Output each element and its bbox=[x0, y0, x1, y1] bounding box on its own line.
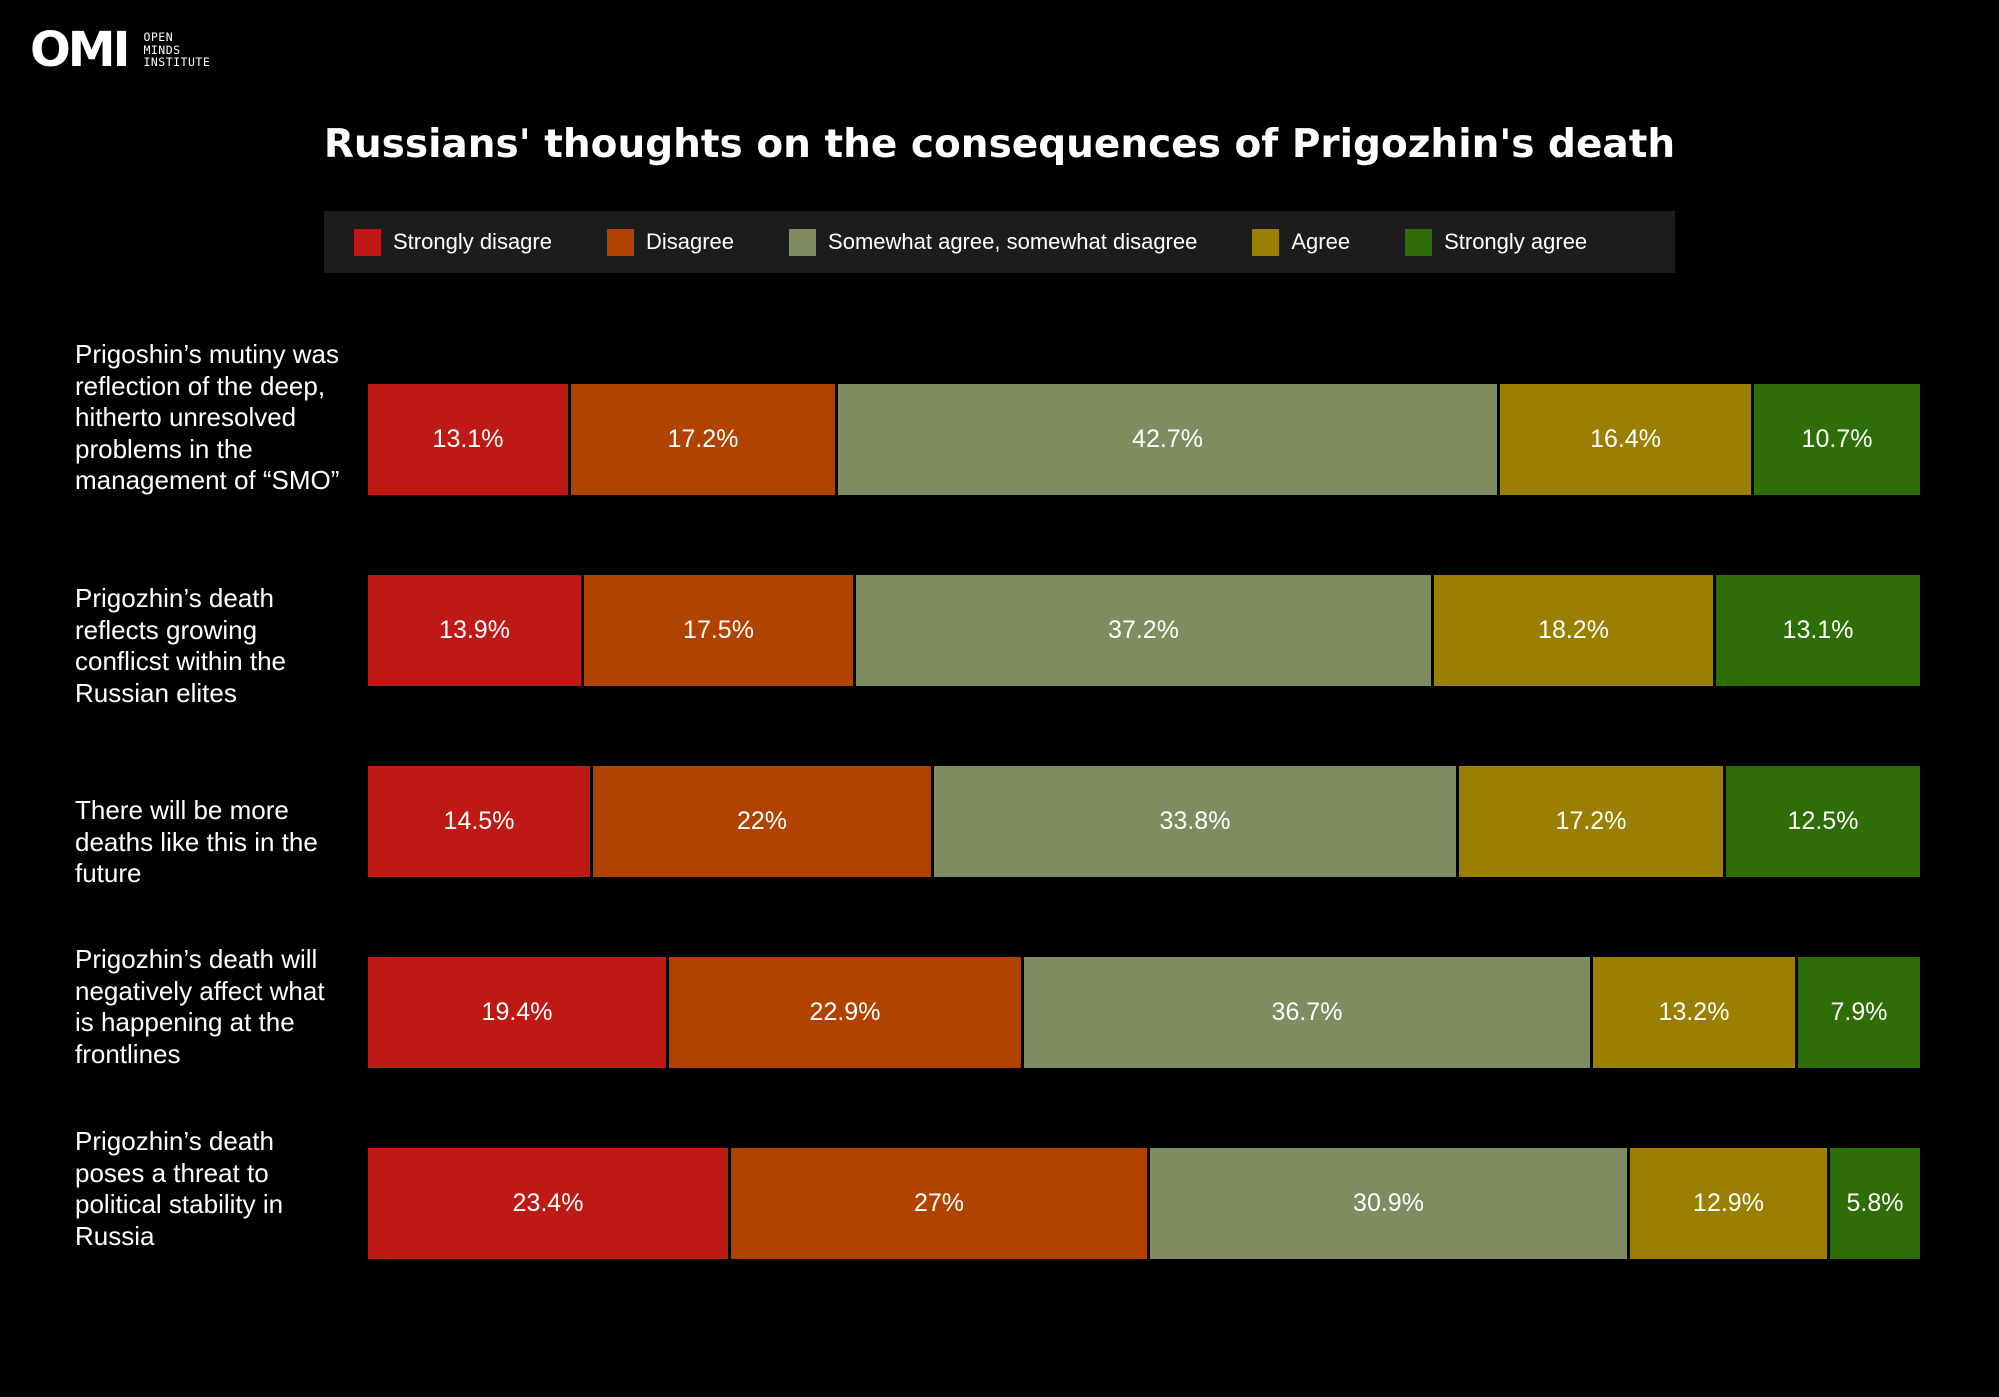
category-label: Prigozhin’s death reflects growing confl… bbox=[75, 583, 286, 708]
bar-segment: 13.2% bbox=[1593, 957, 1798, 1068]
logo-line-open: OPEN bbox=[143, 30, 174, 45]
legend-label: Agree bbox=[1291, 229, 1351, 254]
data-label: 37.2% bbox=[1108, 616, 1179, 644]
legend-item: Strongly disagre bbox=[354, 228, 552, 256]
legend-swatch bbox=[354, 228, 381, 256]
bar-segment: 27% bbox=[731, 1148, 1150, 1259]
legend-swatch bbox=[789, 228, 817, 256]
data-label: 16.4% bbox=[1590, 425, 1661, 453]
logo-wordmark: OPEN MINDS INSTITUTE bbox=[143, 31, 210, 69]
data-label: 22.9% bbox=[809, 998, 881, 1026]
bar-segment: 5.8% bbox=[1830, 1148, 1920, 1259]
legend-swatch bbox=[1405, 228, 1433, 256]
legend-item: Agree bbox=[1252, 228, 1351, 256]
bar-segment: 16.4% bbox=[1500, 384, 1754, 495]
data-label: 23.4% bbox=[512, 1189, 584, 1217]
bar-segment: 13.1% bbox=[368, 384, 571, 495]
data-label: 33.8% bbox=[1159, 807, 1231, 835]
data-label: 14.5% bbox=[443, 807, 515, 835]
legend-label: Somewhat agree, somewhat disagree bbox=[828, 229, 1198, 254]
bar-segment: 42.7% bbox=[838, 384, 1500, 495]
bar-segment: 17.5% bbox=[584, 575, 856, 686]
omi-logo: OMI OPEN MINDS INSTITUTE bbox=[30, 26, 210, 74]
bar-segment: 17.2% bbox=[1459, 766, 1726, 877]
bar-segment: 13.9% bbox=[368, 575, 584, 686]
data-label: 17.5% bbox=[683, 616, 754, 644]
data-label: 30.9% bbox=[1353, 1189, 1424, 1217]
legend-swatch bbox=[606, 228, 634, 256]
data-label: 22% bbox=[736, 807, 788, 835]
bar-segment: 10.7% bbox=[1754, 384, 1920, 495]
bar-row: 23.4% 27% 30.9% 12.9% 5.8% bbox=[368, 1148, 1920, 1259]
chart-title: Russians' thoughts on the consequences o… bbox=[323, 122, 1676, 167]
bar-segment: 13.1% bbox=[1716, 575, 1920, 686]
bar-segment: 17.2% bbox=[571, 384, 838, 495]
legend-item: Somewhat agree, somewhat disagree bbox=[789, 228, 1198, 256]
data-label: 10.7% bbox=[1801, 425, 1873, 453]
legend-item: Strongly agree bbox=[1405, 228, 1588, 256]
legend-label: Strongly agree bbox=[1444, 229, 1588, 254]
data-label: 13.1% bbox=[1782, 616, 1854, 644]
data-label: 17.2% bbox=[667, 425, 739, 453]
data-label: 42.7% bbox=[1132, 425, 1203, 453]
category-label: There will be more deaths like this in t… bbox=[75, 795, 318, 888]
bar-row: 14.5% 22% 33.8% 17.2% 12.5% bbox=[368, 766, 1920, 877]
data-label: 27% bbox=[913, 1189, 965, 1217]
bar-segment: 22% bbox=[593, 766, 934, 877]
bar-segment: 36.7% bbox=[1024, 957, 1593, 1068]
bar-segment: 14.5% bbox=[368, 766, 593, 877]
data-label: 13.2% bbox=[1658, 998, 1730, 1026]
bar-segment: 19.4% bbox=[368, 957, 669, 1068]
bar-segment: 12.9% bbox=[1630, 1148, 1830, 1259]
bar-row: 13.1% 17.2% 42.7% 16.4% 10.7% bbox=[368, 384, 1920, 495]
logo-line-institute: INSTITUTE bbox=[143, 55, 211, 70]
bar-segment: 22.9% bbox=[669, 957, 1024, 1068]
bar-row: 19.4% 22.9% 36.7% 13.2% 7.9% bbox=[368, 957, 1920, 1068]
bar-segment: 18.2% bbox=[1434, 575, 1716, 686]
bar-segment: 7.9% bbox=[1798, 957, 1920, 1068]
legend-item: Disagree bbox=[606, 228, 735, 256]
data-label: 13.9% bbox=[439, 616, 510, 644]
bar-row: 13.9% 17.5% 37.2% 18.2% 13.1% bbox=[368, 575, 1920, 686]
data-label: 19.4% bbox=[481, 998, 553, 1026]
bar-segment: 33.8% bbox=[934, 766, 1459, 877]
category-label: Prigozhin’s death poses a threat to poli… bbox=[75, 1126, 284, 1251]
logo-line-minds: MINDS bbox=[143, 42, 181, 57]
data-label: 12.5% bbox=[1787, 807, 1859, 835]
category-label: Prigoshin’s mutiny was reflection of the… bbox=[75, 339, 340, 495]
legend-label: Strongly disagre bbox=[393, 229, 552, 254]
data-label: 12.9% bbox=[1693, 1189, 1764, 1217]
legend-label: Disagree bbox=[645, 229, 735, 254]
data-label: 36.7% bbox=[1271, 998, 1343, 1026]
bar-segment: 30.9% bbox=[1150, 1148, 1630, 1259]
data-label: 13.1% bbox=[432, 425, 504, 453]
bar-segment: 37.2% bbox=[856, 575, 1434, 686]
data-label: 18.2% bbox=[1538, 616, 1609, 644]
legend-swatch bbox=[1252, 228, 1280, 256]
data-label: 7.9% bbox=[1830, 998, 1888, 1026]
logo-mark: OMI bbox=[30, 22, 130, 78]
data-label: 5.8% bbox=[1846, 1189, 1904, 1217]
category-label: Prigozhin’s death will negatively affect… bbox=[75, 944, 325, 1069]
bar-segment: 23.4% bbox=[368, 1148, 731, 1259]
chart-legend: Strongly disagre Disagree Somewhat agree, … bbox=[324, 211, 1675, 273]
data-label: 17.2% bbox=[1555, 807, 1627, 835]
bar-segment: 12.5% bbox=[1726, 766, 1920, 877]
